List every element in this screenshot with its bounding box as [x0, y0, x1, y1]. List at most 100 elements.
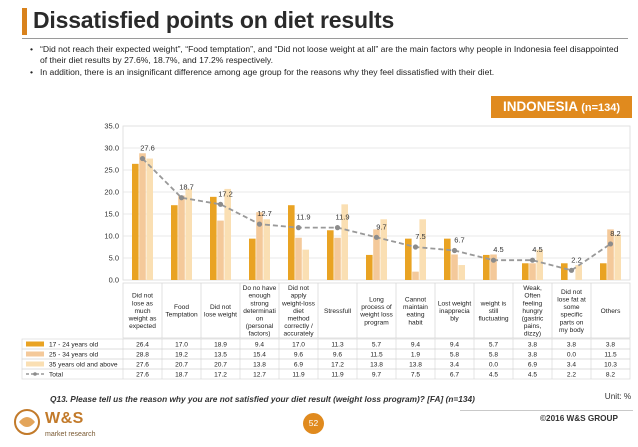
legend-swatch — [26, 361, 44, 367]
bar — [185, 188, 192, 280]
total-data-label: 11.9 — [335, 213, 349, 222]
total-data-label: 9.7 — [376, 222, 386, 231]
bar — [217, 220, 224, 280]
region-badge: INDONESIA (n=134) — [491, 96, 632, 118]
total-point — [373, 234, 380, 240]
bar — [451, 254, 458, 280]
table-cell-value: 3.8 — [528, 351, 537, 358]
table-cell-value: 13.5 — [214, 351, 227, 358]
table-cell-value: 9.4 — [450, 341, 459, 348]
table-series-name: 35 years old and above — [49, 361, 118, 368]
bar — [366, 254, 373, 280]
total-data-label: 17.2 — [218, 189, 233, 198]
table-cell-value: 6.9 — [528, 361, 537, 368]
table-cell-value: 3.4 — [450, 361, 459, 368]
logo-tagline: market research — [45, 431, 96, 438]
x-category-label: Stressfull — [324, 308, 352, 315]
table-cell-value: 11.5 — [370, 351, 383, 358]
table-cell-value: 17.2 — [331, 361, 344, 368]
total-point — [568, 267, 575, 273]
table-cell-value: 20.7 — [175, 361, 188, 368]
table-cell-value: 13.8 — [409, 361, 422, 368]
x-category-label: Cannot maintain eating habit — [403, 297, 428, 327]
table-cell-value: 26.4 — [136, 341, 149, 348]
table-row — [21, 368, 631, 380]
table-cell-value: 9.6 — [333, 351, 342, 358]
x-category-label: Long process of weight loss program — [359, 297, 393, 327]
total-point — [529, 257, 536, 263]
table-cell-value: 5.7 — [372, 341, 381, 348]
bar — [614, 234, 621, 280]
table-cell-value: 27.6 — [136, 361, 149, 368]
legend-swatch — [26, 351, 44, 357]
total-data-label: 12.7 — [257, 209, 272, 218]
table-cell-value: 4.5 — [489, 371, 498, 378]
x-category-label: Lost weight inapprecia bly — [438, 300, 472, 322]
x-category-label: Did not lose fat at some specific parts on my… — [557, 289, 586, 334]
table-cell-value: 11.3 — [331, 341, 344, 348]
total-point — [412, 244, 419, 250]
table-cell-value: 11.5 — [604, 351, 617, 358]
y-tick-label: 30.0 — [104, 144, 119, 153]
table-cell-value: 9.7 — [372, 371, 381, 378]
bar — [295, 237, 302, 280]
bar — [288, 205, 295, 280]
bar — [341, 204, 348, 280]
table-series-name: 25 - 34 years old — [49, 351, 98, 358]
table-series-name: Total — [49, 371, 63, 378]
total-point — [256, 221, 263, 227]
bar — [444, 238, 451, 280]
bar — [561, 263, 568, 280]
table-cell-value: 3.8 — [567, 341, 576, 348]
title-accent-bar — [22, 8, 27, 35]
total-data-label: 11.9 — [296, 213, 310, 222]
region-name: INDONESIA — [502, 99, 578, 114]
table-cell-value: 11.9 — [292, 371, 305, 378]
table-cell-value: 3.4 — [567, 361, 576, 368]
chart: 0.0 5.0 10.0 15.0 20.0 25.0 30.0 35.0 27.6 18.7 17… — [21, 122, 631, 380]
category-axis-frame — [122, 282, 631, 339]
bar — [490, 254, 497, 280]
bar — [334, 237, 341, 280]
bar — [256, 212, 263, 280]
total-point — [139, 155, 146, 162]
y-tick-label: 15.0 — [104, 210, 119, 219]
y-tick-label: 35.0 — [104, 122, 119, 131]
bar — [171, 205, 178, 280]
x-category-label: Others — [601, 308, 621, 315]
table-cell-value: 0.0 — [489, 361, 498, 368]
bar — [178, 195, 185, 280]
table-cell-value: 17.0 — [175, 341, 188, 348]
bar — [522, 263, 529, 280]
y-tick-label: 25.0 — [104, 166, 119, 175]
company-logo: W&S market research — [7, 404, 107, 444]
bar — [302, 249, 309, 280]
total-data-label: 4.5 — [493, 245, 503, 254]
table-cell-value: 9.4 — [411, 341, 420, 348]
table-cell-value: 12.7 — [253, 371, 266, 378]
bar — [412, 271, 419, 280]
total-point — [217, 201, 224, 207]
table-cell-value: 9.6 — [294, 351, 303, 358]
summary-bullets: “Did not reach their expected weight”, “… — [30, 44, 620, 79]
table-cell-value: 2.2 — [567, 371, 576, 378]
x-category-label: Do no have enough strong determinati on (pers… — [243, 285, 277, 338]
title-divider — [22, 38, 628, 39]
table-series-name: 17 - 24 years old — [49, 341, 98, 348]
total-point — [451, 247, 458, 254]
table-cell-value: 18.7 — [175, 371, 188, 378]
survey-question: Q13. Please tell us the reason why you a… — [50, 394, 475, 404]
y-tick-label: 5.0 — [109, 254, 119, 263]
table-cell-value: 6.7 — [450, 371, 459, 378]
logo-name: W&S — [45, 410, 84, 427]
bar — [224, 188, 231, 280]
x-category-label: weight is still fluctuating — [478, 300, 508, 322]
table-row — [21, 348, 631, 360]
table-cell-value: 13.8 — [253, 361, 266, 368]
table-cell-value: 3.8 — [528, 341, 537, 348]
bar — [132, 163, 139, 280]
total-data-label: 7.5 — [415, 232, 425, 241]
total-data-label: 4.5 — [532, 245, 542, 254]
table-cell-value: 5.8 — [489, 351, 498, 358]
x-category-label: Did not lose as much weight as expected — [128, 293, 158, 330]
